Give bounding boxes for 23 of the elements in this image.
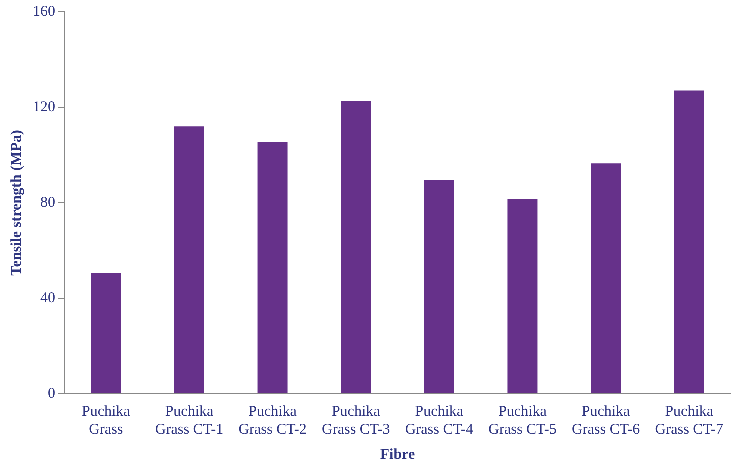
bar [341,102,372,394]
x-tick-label: Puchika Grass [82,404,131,438]
x-tick-label: Puchika Grass CT-5 [488,404,557,438]
y-tick-label: 120 [33,99,56,116]
bar [174,126,204,394]
bar [424,180,454,394]
x-tick-label: Puchika Grass CT-1 [155,404,224,438]
y-tick-label: 160 [33,4,56,20]
bar [591,164,622,394]
bar [674,90,704,394]
bar [508,199,538,394]
bar [91,273,122,394]
x-tick-label: Puchika Grass CT-4 [405,404,474,438]
bar [258,142,288,394]
x-tick-label: Puchika Grass CT-3 [322,404,390,438]
x-tick-label: Puchika Grass CT-7 [655,404,724,438]
y-tick-label: 0 [48,386,56,402]
x-axis-title: Fibre [380,446,416,463]
y-axis-title: Tensile strength (MPa) [8,130,25,276]
x-tick-label: Puchika Grass CT-2 [238,404,307,438]
x-tick-label: Puchika Grass CT-6 [572,404,641,438]
y-tick-label: 80 [40,194,56,211]
y-tick-label: 40 [40,290,56,306]
